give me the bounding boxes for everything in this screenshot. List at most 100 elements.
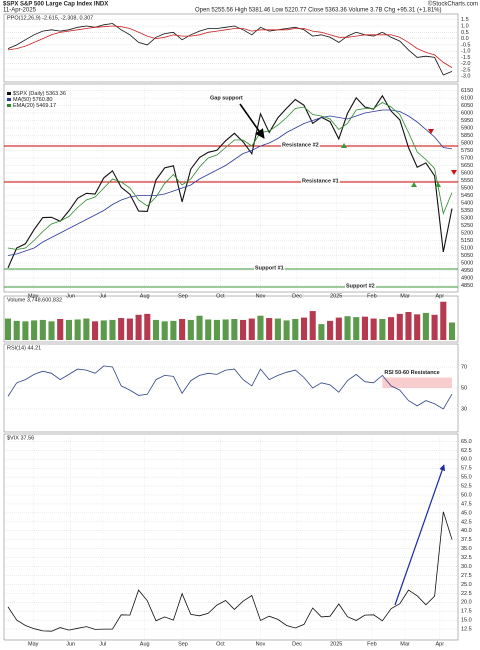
y-tick-label: 5800 [461,140,473,146]
volume-bar [274,318,281,340]
volume-bar [31,320,38,340]
y-tick-label: 1.0 [461,23,469,29]
x-tick-label: Nov [256,641,266,647]
volume-bar [353,317,360,340]
y-tick-label: 5400 [461,200,473,206]
panel-title: PPO(12,26,9) -2.615, -2.308, 0.307 [7,15,93,21]
y-tick-label: 5600 [461,170,473,176]
volume-bar [161,321,168,340]
volume-bar [396,313,403,340]
x-tick-label: Feb [367,641,376,647]
volume-bar [179,319,186,340]
y-tick-label: 4900 [461,275,473,281]
y-tick-label: 5050 [461,253,473,259]
y-tick-label: 0.5 [461,30,469,36]
x-tick-label: Sep [178,641,188,647]
level-label: Resistance #2 [282,142,319,148]
volume-bar [152,319,160,340]
series-line [7,365,453,410]
y-tick-label: -0.5 [461,42,470,48]
y-tick-label: 30.0 [461,564,472,570]
volume-bar [309,311,316,340]
panel-title: Volume 3,748,600,832 [7,297,62,303]
y-tick-label: 6150 [461,88,473,94]
y-tick-label: 5000 [461,260,473,266]
volume-bar [361,316,368,340]
x-tick-label: Dec [292,641,302,647]
y-tick-label: 27.5 [461,573,472,579]
volume-bar [39,319,46,340]
x-tick-label: Jul [99,293,106,299]
volume-bar [414,314,421,340]
x-tick-label: Nov [256,293,266,299]
y-tick-label: 0.0 [461,36,469,42]
volume-bar [213,319,220,340]
volume-bar [74,319,81,340]
volume-bar [109,319,116,340]
y-tick-label: 6050 [461,103,473,109]
series-line [7,94,453,269]
level-label-bg [345,283,376,290]
volume-bar [335,317,342,340]
vix-panel [3,433,459,641]
y-tick-label: 60.0 [461,457,472,463]
volume-bar [126,318,133,340]
panel-title: $VIX 37.56 [7,435,34,441]
level-label: Support #2 [346,283,375,289]
volume-bar [300,317,308,340]
x-tick-label: Mar [400,293,410,299]
y-tick-label: 5150 [461,238,473,244]
volume-bar [135,314,142,340]
volume-bar [344,316,351,340]
y-tick-label: 45.0 [461,510,472,516]
y-tick-label: 5950 [461,118,473,124]
x-tick-label: Apr [436,293,445,299]
y-tick-label: 50 [461,385,467,391]
volume-bar [379,319,386,340]
volume-bar [405,312,412,340]
level-label-bg [281,142,320,149]
volume-bar [170,320,177,340]
volume-bar [196,315,203,340]
series-line [7,102,453,250]
y-tick-label: 17.5 [461,609,472,615]
y-tick-label: -1.0 [461,49,470,55]
volume-bar [266,318,273,340]
level-label-bg [301,178,340,185]
y-tick-label: 5500 [461,185,473,191]
y-tick-label: 50.0 [461,492,472,498]
legend-label: $SPX (Daily) 5363.36 [13,91,66,97]
x-tick-label: Mar [400,641,410,647]
y-tick-label: 30 [461,406,467,412]
volume-bar [22,321,29,340]
volume-bar [248,318,255,340]
y-tick-label: 40.0 [461,528,472,534]
x-tick-label: May [28,641,39,647]
sell-marker [428,129,434,134]
y-tick-label: 5550 [461,178,473,184]
legend-label: MA(50) 5760.80 [13,97,52,103]
y-tick-label: 5700 [461,155,473,161]
y-tick-label: 55.0 [461,475,472,481]
y-tick-label: 5300 [461,215,473,221]
volume-bar [118,318,125,340]
credit: ©StockCharts.com [428,1,478,8]
header-title: $SPX S&P 500 Large Cap Index INDX [3,2,108,8]
legend-swatch [7,98,11,101]
vix-trend-arrow [394,464,446,606]
volume-bar [13,320,20,340]
volume-bar [448,322,456,340]
volume-bar [205,319,212,340]
x-tick-label: Oct [216,293,225,299]
y-tick-label: 37.5 [461,537,472,543]
y-tick-label: -2.5 [461,67,470,73]
volume-bar [257,315,264,340]
y-tick-label: 5100 [461,245,473,251]
series-line [7,511,453,632]
x-tick-label: Sep [178,293,188,299]
y-tick-label: -1.5 [461,55,470,61]
x-tick-label: Jun [66,293,75,299]
volume-bar [83,318,90,340]
x-tick-label: Jul [99,641,106,647]
y-tick-label: -3.0 [461,74,470,80]
